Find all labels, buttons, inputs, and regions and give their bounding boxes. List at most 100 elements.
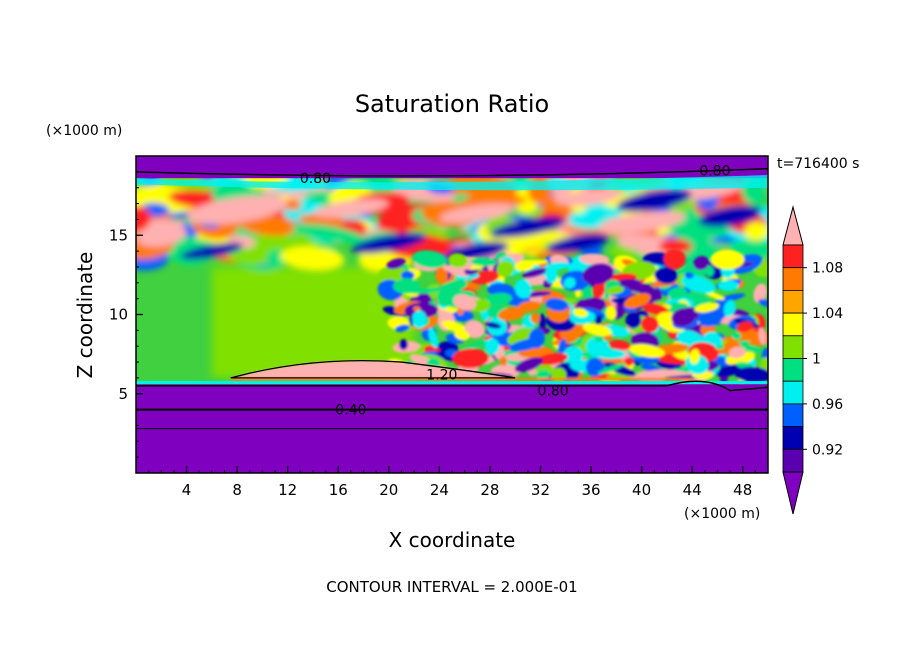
field-patch — [536, 369, 551, 380]
x-tick-label: 28 — [480, 481, 499, 499]
field-patch — [464, 320, 485, 339]
field-patch — [689, 348, 700, 365]
field-patch — [522, 267, 548, 278]
saturation-field — [136, 156, 768, 473]
field-patch — [595, 315, 603, 325]
field-patch — [517, 300, 542, 312]
colorbar-segment — [782, 312, 804, 337]
field-patch — [484, 338, 500, 355]
colorbar-label: 0.96 — [812, 397, 843, 413]
field-patch — [628, 344, 665, 358]
x-axis-label: X coordinate — [389, 528, 516, 552]
x-tick-label: 12 — [278, 481, 297, 499]
field-patch — [448, 253, 468, 268]
field-patch — [498, 306, 526, 321]
contour-label: 1.20 — [426, 368, 457, 384]
field-patch — [728, 346, 746, 359]
x-tick-label: 8 — [232, 481, 242, 499]
x-unit-label: (×1000 m) — [684, 506, 760, 522]
field-patch — [681, 274, 716, 294]
field-patch — [698, 314, 722, 327]
x-tick-label: 44 — [683, 481, 702, 499]
field-patch — [626, 282, 647, 292]
field-patch — [485, 292, 513, 306]
colorbar-segment — [782, 358, 804, 382]
field-patch — [386, 258, 406, 270]
x-tick-label: 48 — [733, 481, 752, 499]
x-tick-label: 40 — [632, 481, 651, 499]
field-patch — [439, 279, 468, 294]
field-patch — [428, 327, 439, 348]
field-patch — [624, 293, 651, 309]
field-patch — [608, 339, 631, 350]
field-patch — [582, 323, 612, 337]
field-patch — [460, 195, 527, 208]
field-patch — [641, 316, 659, 333]
field-patch — [743, 222, 768, 241]
colorbar-label: 1 — [812, 352, 821, 368]
field-patch — [671, 307, 696, 327]
field-patch — [734, 366, 768, 383]
colorbar-segment — [782, 403, 804, 427]
field-patch — [459, 339, 491, 352]
field-patch — [485, 322, 502, 329]
field-patch — [412, 310, 427, 329]
field-patch — [654, 267, 678, 284]
colorbar-label: 0.92 — [812, 442, 843, 458]
field-patch — [136, 381, 768, 385]
colorbar-top-arrow — [782, 205, 804, 246]
field-patch — [392, 278, 421, 294]
field-patch — [715, 293, 746, 304]
field-patch — [573, 308, 588, 318]
field-patch — [655, 354, 688, 365]
field-patch — [574, 289, 582, 298]
field-patch — [606, 286, 625, 295]
field-patch — [704, 291, 725, 300]
field-patch — [545, 298, 569, 312]
field-patch — [442, 265, 470, 277]
field-patch — [298, 214, 357, 231]
y-unit-label: (×1000 m) — [46, 123, 122, 139]
field-patch — [514, 279, 532, 299]
field-patch — [585, 337, 610, 358]
field-patch — [454, 329, 470, 341]
purple-band — [136, 156, 768, 179]
colorbar-segment — [782, 244, 804, 269]
contour-label: 0.80 — [538, 384, 569, 400]
contour-line — [230, 359, 516, 379]
field-patch — [490, 217, 566, 238]
field-patch — [667, 286, 687, 300]
contour-label: 0.80 — [300, 171, 331, 187]
contour-interval-footer: CONTOUR INTERVAL = 2.000E-01 — [326, 578, 577, 596]
colorbar-segment — [782, 335, 804, 359]
field-patch — [401, 270, 415, 281]
colorbar-segment — [782, 380, 804, 405]
field-patch — [694, 302, 719, 313]
field-patch — [723, 300, 736, 317]
field-patch — [624, 357, 634, 366]
field-patch — [514, 259, 535, 272]
field-patch — [136, 175, 768, 191]
field-patch — [698, 205, 762, 228]
colorbar-bottom-arrow — [782, 471, 804, 515]
field-patch — [292, 223, 366, 243]
field-patch — [499, 356, 508, 366]
field-patch — [663, 248, 686, 270]
field-patch — [238, 214, 297, 236]
field-patch — [626, 369, 693, 380]
field-patch — [758, 327, 766, 345]
colorbar-segment — [782, 289, 804, 314]
field-patch — [736, 321, 754, 333]
field-patch — [616, 188, 692, 212]
contour-lines — [136, 167, 768, 430]
field-patch — [409, 287, 445, 294]
field-patch — [435, 266, 448, 285]
colorbar-segment — [782, 448, 804, 473]
field-patch — [597, 363, 626, 375]
y-tick-label: 15 — [109, 226, 128, 244]
field-patch — [693, 255, 710, 271]
field-patch — [559, 188, 623, 207]
contour-label: 0.80 — [699, 163, 730, 179]
field-patch — [597, 211, 686, 234]
